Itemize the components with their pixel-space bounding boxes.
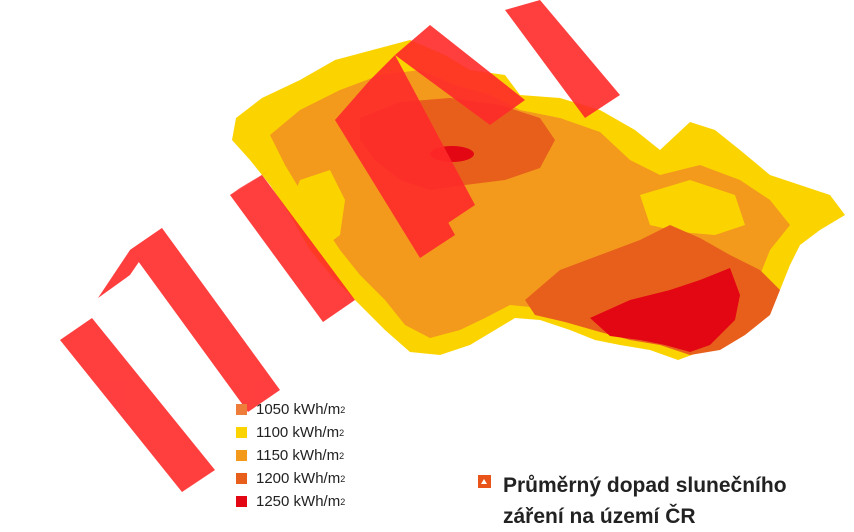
- legend-item-1150: 1150 kWh/m 2: [236, 444, 345, 467]
- legend-item-1250: 1250 kWh/m 2: [236, 490, 345, 513]
- legend: 1050 kWh/m 2 1100 kWh/m 2 1150 kWh/m 2 1200…: [236, 398, 345, 513]
- map-caption: Průměrný dopad slunečního záření na územ…: [478, 470, 787, 532]
- legend-swatch-1250: [236, 496, 247, 507]
- zone-1250-prague: [430, 146, 474, 162]
- legend-item-1050: 1050 kWh/m 2: [236, 398, 345, 421]
- legend-label: 1100 kWh/m: [256, 424, 340, 441]
- legend-swatch-1100: [236, 427, 247, 438]
- chevron-up-icon: [478, 475, 491, 488]
- zone-1100-east: [640, 180, 745, 235]
- legend-label: 1250 kWh/m: [256, 493, 341, 510]
- legend-label: 1200 kWh/m: [256, 470, 341, 487]
- legend-label: 1050 kWh/m: [256, 401, 341, 418]
- legend-item-1200: 1200 kWh/m 2: [236, 467, 345, 490]
- legend-label: 1150 kWh/m: [256, 447, 340, 464]
- caption-line-2: záření na území ČR: [503, 505, 696, 528]
- legend-swatch-1050: [236, 404, 247, 415]
- legend-item-1100: 1100 kWh/m 2: [236, 421, 345, 444]
- caption-line-1: Průměrný dopad slunečního: [503, 474, 787, 497]
- caption-text: Průměrný dopad slunečního záření na územ…: [503, 470, 787, 532]
- legend-swatch-1200: [236, 473, 247, 484]
- zone-1250-south: [590, 268, 740, 352]
- legend-swatch-1150: [236, 450, 247, 461]
